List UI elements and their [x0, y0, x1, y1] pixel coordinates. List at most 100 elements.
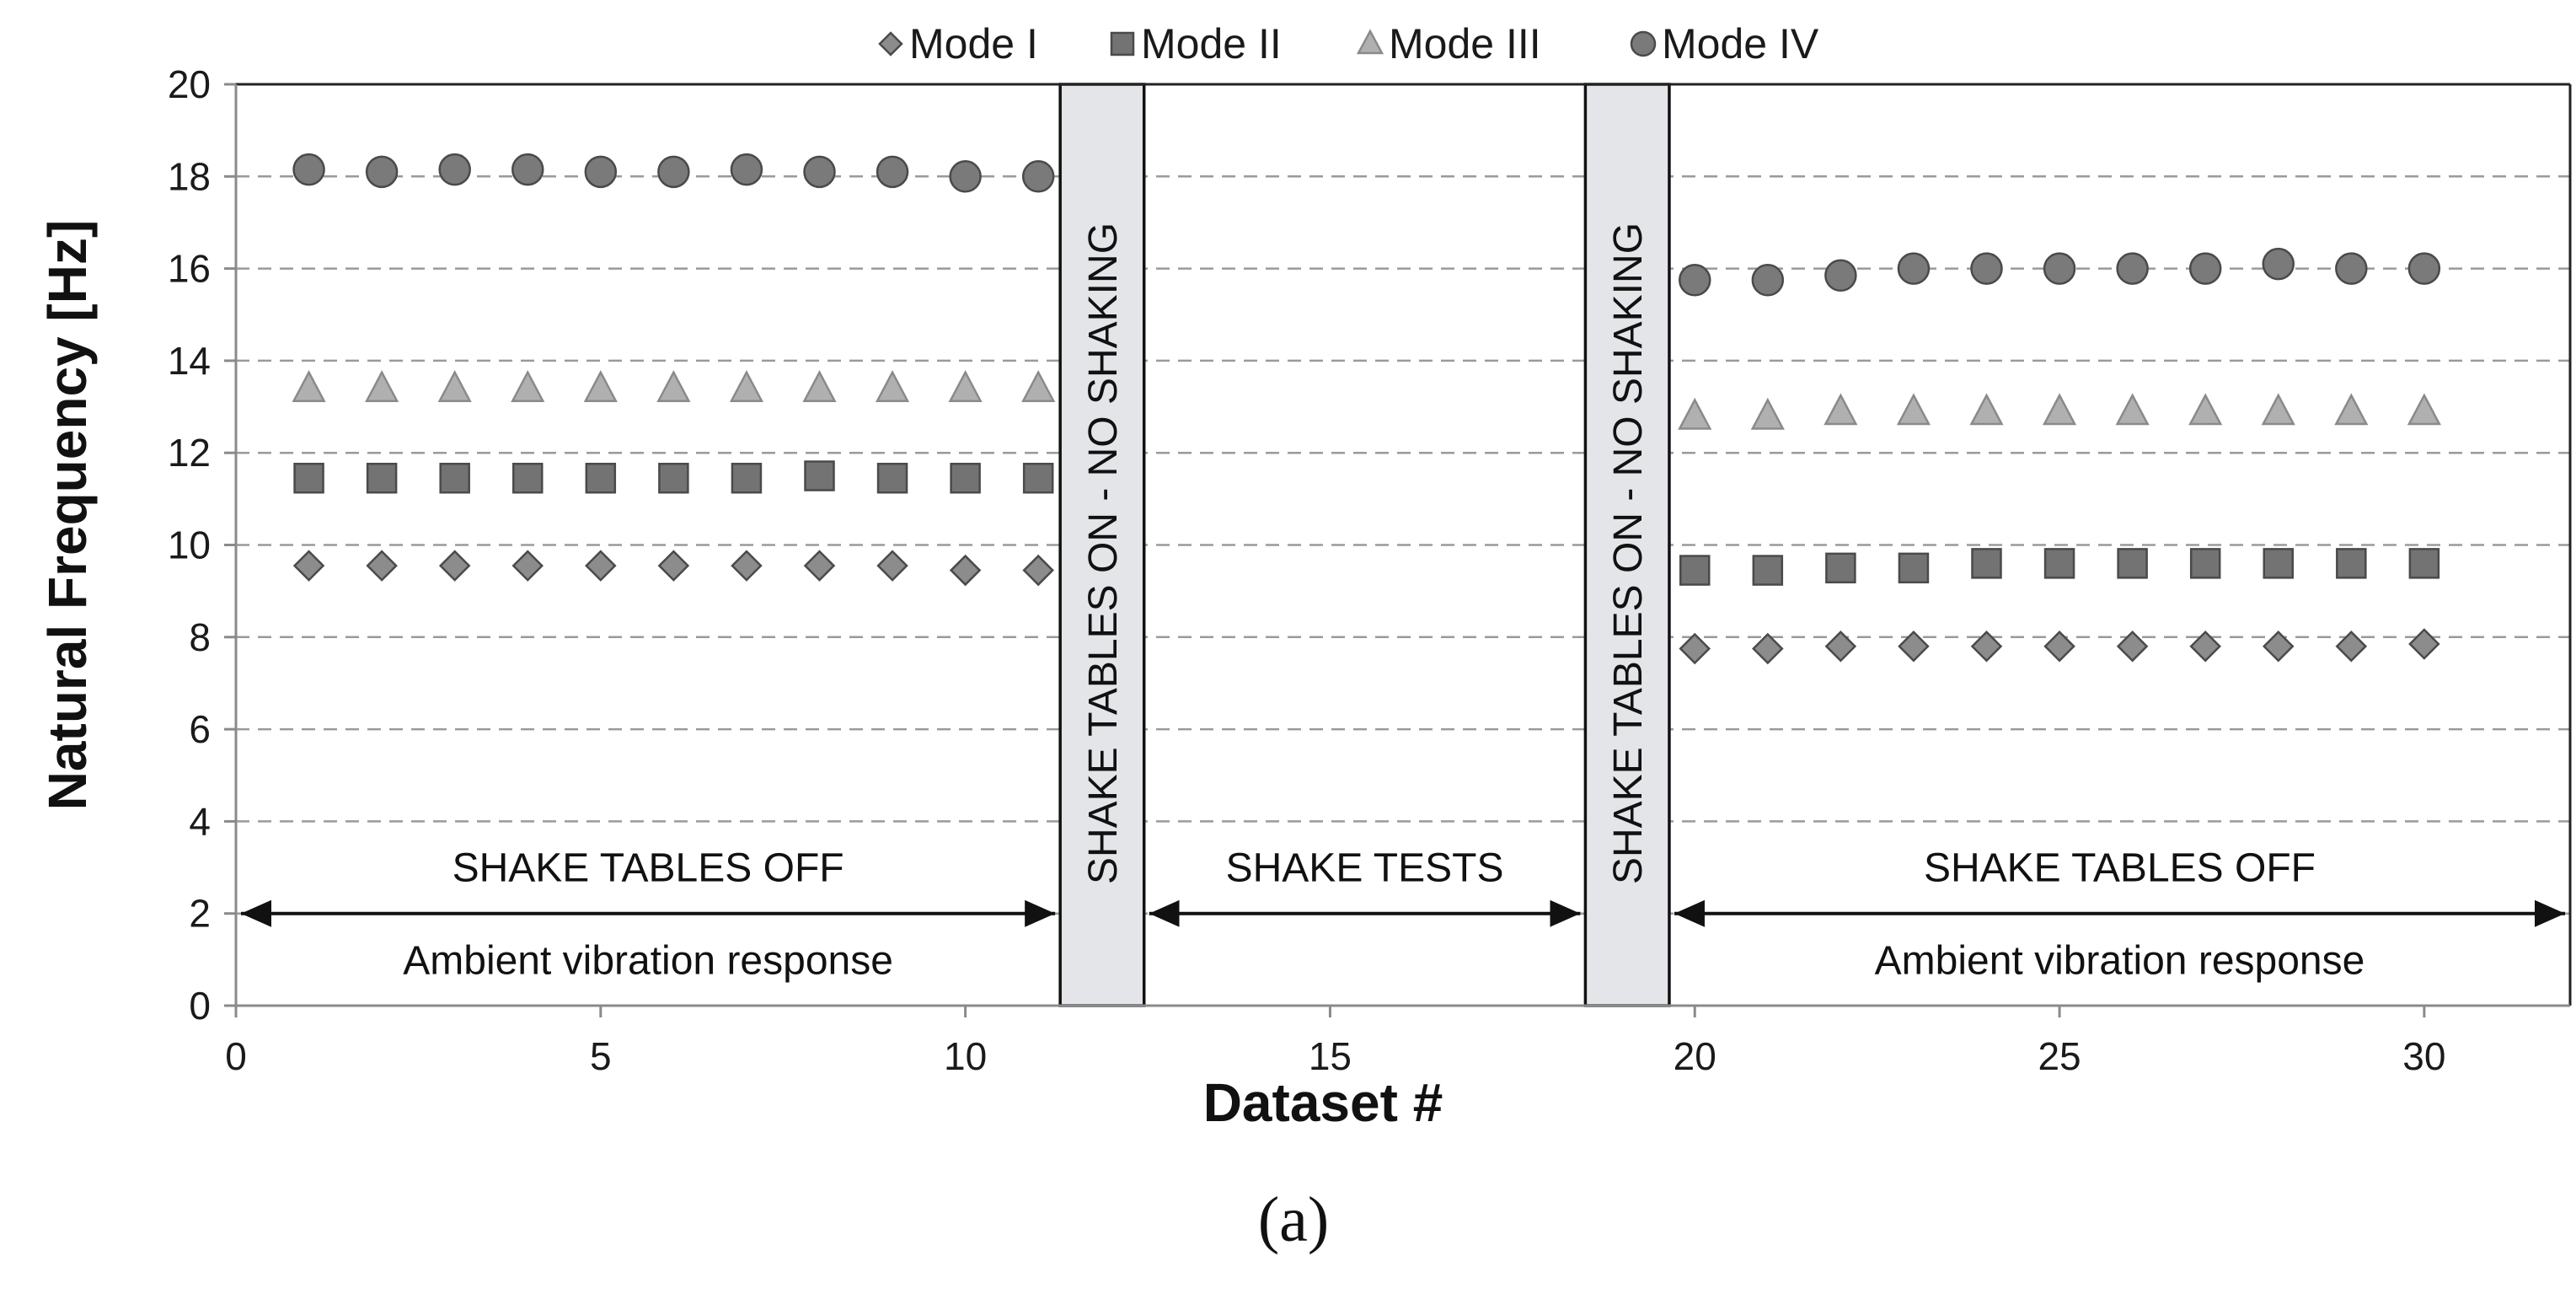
point-mode-i [1752, 632, 1784, 665]
grid-lines [236, 175, 2570, 915]
legend-item-mode-ii: Mode II [1110, 20, 1282, 67]
shake-band-1 [1058, 83, 1146, 1007]
point-mode-iv [2262, 247, 2295, 281]
point-mode-i [511, 550, 544, 582]
point-mode-iv [1751, 264, 1785, 297]
x-tick-label: 20 [1674, 1034, 1716, 1078]
point-mode-iii [802, 370, 837, 402]
phase-top-label-3: SHAKE TABLES OFF [1924, 846, 2316, 891]
point-mode-iv [876, 155, 909, 189]
data-points [292, 153, 2441, 665]
point-mode-iv [803, 155, 836, 189]
point-mode-ii [366, 463, 398, 494]
point-mode-i [949, 554, 982, 587]
x-tick-label: 10 [944, 1034, 987, 1078]
point-mode-i [1679, 632, 1711, 665]
legend: Mode I Mode II Mode III Mode IV [878, 20, 1819, 67]
point-mode-ii [950, 463, 981, 494]
band-label-1: SHAKE TABLES ON - NO SHAKING [1081, 223, 1126, 884]
point-mode-i [731, 550, 763, 582]
phase-top-label-1: SHAKE TABLES OFF [453, 846, 844, 891]
point-mode-ii [804, 460, 835, 491]
point-mode-iii [1824, 393, 1858, 426]
series-mode-iv [292, 153, 2441, 297]
point-mode-i [292, 550, 325, 582]
point-mode-i [1824, 630, 1857, 663]
phase-bottom-label-1: Ambient vibration response [403, 939, 893, 984]
x-tick-label: 30 [2402, 1034, 2445, 1078]
point-mode-iii [1969, 393, 2004, 426]
y-tick-label: 6 [189, 707, 211, 751]
point-mode-i [2043, 630, 2075, 663]
point-mode-ii [1679, 555, 1711, 586]
point-mode-i [657, 550, 690, 582]
point-mode-iv [2335, 252, 2368, 285]
point-mode-ii [1752, 555, 1784, 586]
axes: 0 2 4 6 8 10 12 14 16 18 20 0 5 10 15 20 25 30 [168, 62, 2570, 1078]
y-tick-label: 2 [189, 892, 211, 936]
point-mode-i [1898, 630, 1930, 663]
point-mode-iii [2261, 393, 2295, 426]
figure-caption: (a) [1258, 1184, 1329, 1255]
point-mode-i [1970, 630, 2003, 663]
point-mode-ii [1898, 552, 1930, 584]
point-mode-iv [1679, 264, 1711, 297]
point-mode-iv [1021, 160, 1055, 193]
point-mode-iii [1750, 397, 1785, 430]
y-tick-label: 10 [168, 523, 211, 567]
point-mode-ii [876, 463, 908, 494]
legend-swatch-mode-iii [1356, 29, 1384, 55]
point-mode-ii [512, 463, 544, 494]
legend-item-mode-iv: Mode IV [1630, 20, 1819, 67]
point-mode-ii [658, 463, 689, 494]
point-mode-iii [437, 370, 472, 402]
point-mode-iv [438, 153, 471, 186]
point-mode-i [2116, 630, 2149, 663]
phase-bottom-label-3: Ambient vibration response [1875, 939, 2365, 984]
legend-swatch-mode-ii [1110, 31, 1135, 56]
series-mode-i [292, 550, 2440, 665]
point-mode-iii [2407, 393, 2441, 426]
band-label-2: SHAKE TABLES ON - NO SHAKING [1606, 223, 1651, 884]
legend-label-mode-iii: Mode III [1389, 20, 1541, 67]
y-tick-label: 8 [189, 615, 211, 659]
point-mode-iv [657, 155, 690, 189]
point-mode-iv [1897, 252, 1931, 285]
shake-table-bands: SHAKE TABLES ON - NO SHAKING SHAKE TABLES… [1058, 83, 1671, 1007]
point-mode-ii [1825, 552, 1856, 584]
point-mode-iv [1824, 259, 1857, 293]
point-mode-ii [439, 463, 470, 494]
point-mode-iii [1021, 370, 1056, 402]
point-mode-i [2189, 630, 2221, 663]
series-mode-ii [293, 460, 2440, 586]
point-mode-iii [2188, 393, 2223, 426]
point-mode-ii [2408, 548, 2440, 579]
y-axis-title: Natural Frequency [Hz] [37, 220, 98, 811]
point-mode-ii [585, 463, 617, 494]
point-mode-i [2335, 630, 2368, 663]
point-mode-iv [949, 160, 982, 193]
y-tick-label: 12 [168, 431, 211, 475]
point-mode-iv [2043, 252, 2076, 285]
y-tick-label: 0 [189, 984, 211, 1028]
point-mode-i [2262, 630, 2295, 663]
point-mode-i [2408, 628, 2440, 660]
point-mode-iii [948, 370, 983, 402]
point-mode-iv [730, 153, 763, 186]
legend-swatch-mode-iv [1630, 30, 1657, 57]
point-mode-iv [511, 153, 544, 186]
point-mode-iii [2115, 393, 2150, 426]
point-mode-ii [1022, 463, 1054, 494]
point-mode-i [366, 550, 398, 582]
y-tick-label: 14 [168, 339, 211, 383]
legend-item-mode-i: Mode I [878, 20, 1038, 67]
point-mode-iv [2407, 252, 2441, 285]
point-mode-iii [2334, 393, 2369, 426]
y-tick-label: 4 [189, 799, 211, 843]
point-mode-ii [2117, 548, 2148, 579]
point-mode-iv [2188, 252, 2222, 285]
legend-item-mode-iii: Mode III [1356, 20, 1541, 67]
y-tick-label: 20 [168, 62, 211, 106]
legend-label-mode-i: Mode I [909, 20, 1038, 67]
